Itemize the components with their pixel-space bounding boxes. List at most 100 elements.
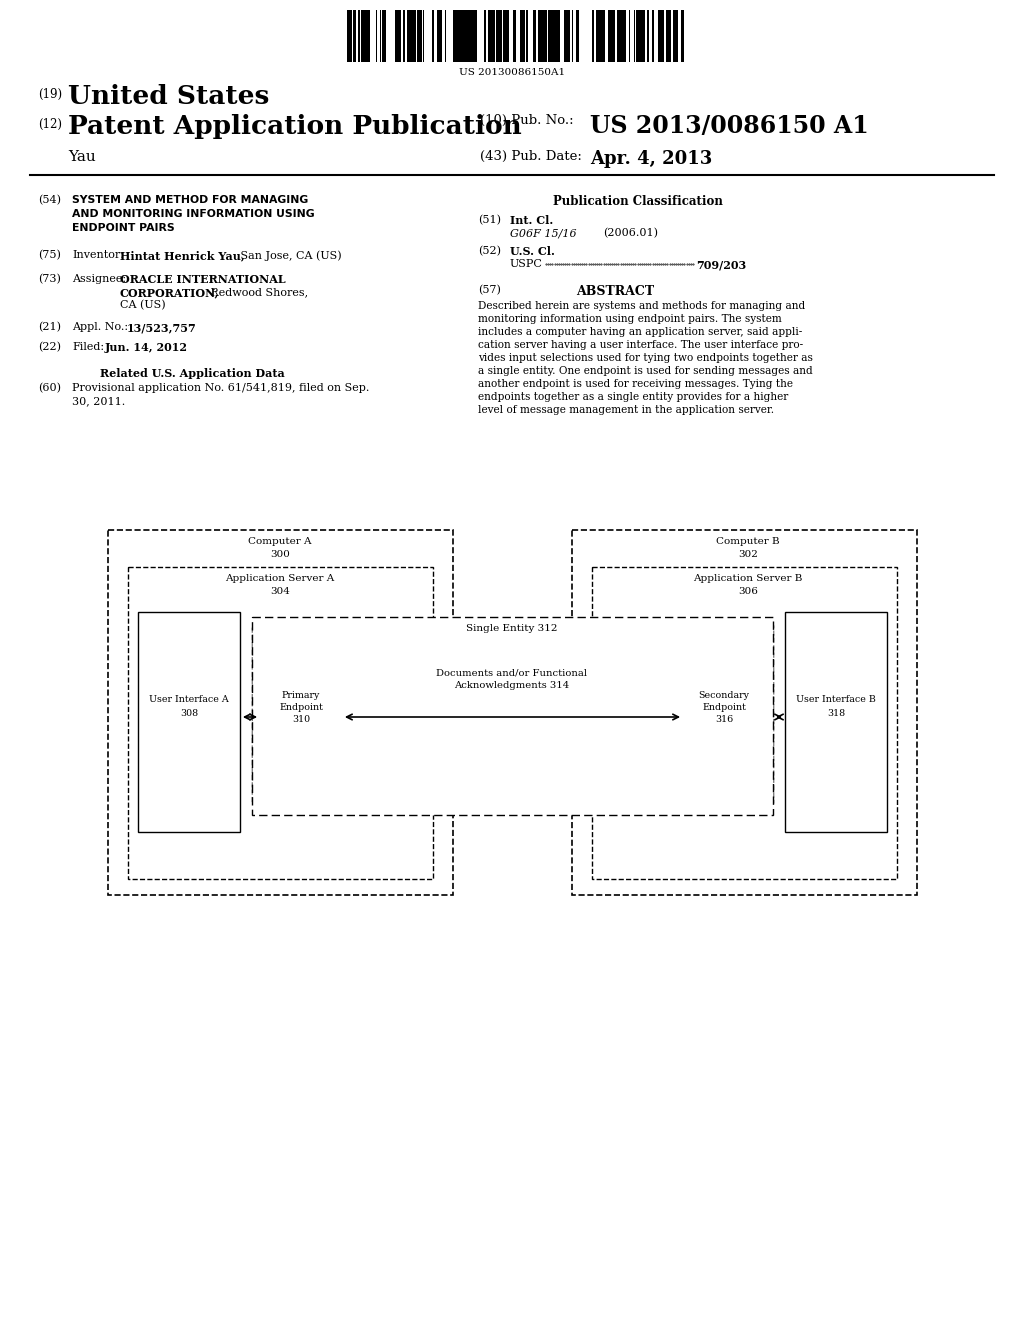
Text: another endpoint is used for receiving messages. Tying the: another endpoint is used for receiving m… xyxy=(478,379,793,389)
Bar xyxy=(534,11,536,62)
Bar xyxy=(453,11,456,62)
Text: SYSTEM AND METHOD FOR MANAGING: SYSTEM AND METHOD FOR MANAGING xyxy=(72,195,308,205)
Bar xyxy=(464,11,467,62)
Text: 709/203: 709/203 xyxy=(696,259,746,271)
Text: CA (US): CA (US) xyxy=(120,300,166,310)
Text: cation server having a user interface. The user interface pro-: cation server having a user interface. T… xyxy=(478,341,803,350)
Text: ORACLE INTERNATIONAL: ORACLE INTERNATIONAL xyxy=(120,275,286,285)
Text: Hintat Henrick Yau,: Hintat Henrick Yau, xyxy=(120,249,245,261)
Text: ENDPOINT PAIRS: ENDPOINT PAIRS xyxy=(72,223,175,234)
Bar xyxy=(439,11,442,62)
Text: Yau: Yau xyxy=(68,150,96,164)
Bar xyxy=(572,531,918,895)
Text: (2006.01): (2006.01) xyxy=(603,228,658,239)
Text: (52): (52) xyxy=(478,246,501,256)
Bar xyxy=(361,11,362,62)
Text: (43) Pub. Date:: (43) Pub. Date: xyxy=(480,150,582,162)
Bar xyxy=(681,11,684,62)
Text: (21): (21) xyxy=(38,322,61,333)
Bar xyxy=(252,616,773,814)
Bar xyxy=(364,11,367,62)
Bar xyxy=(603,11,605,62)
Text: Endpoint: Endpoint xyxy=(280,704,323,713)
Bar xyxy=(647,11,649,62)
Bar xyxy=(612,11,615,62)
Bar xyxy=(382,11,384,62)
Text: a single entity. One endpoint is used for sending messages and: a single entity. One endpoint is used fo… xyxy=(478,366,813,376)
Bar xyxy=(592,11,594,62)
Bar xyxy=(410,11,413,62)
Text: Endpoint: Endpoint xyxy=(702,704,745,713)
Text: (12): (12) xyxy=(38,117,62,131)
Bar xyxy=(461,11,464,62)
Text: Inventor:: Inventor: xyxy=(72,249,124,260)
Text: Single Entity 312: Single Entity 312 xyxy=(466,624,558,634)
Bar xyxy=(128,568,433,879)
Text: 30, 2011.: 30, 2011. xyxy=(72,396,125,407)
Bar xyxy=(622,11,625,62)
Bar xyxy=(503,11,505,62)
Text: CORPORATION,: CORPORATION, xyxy=(120,286,219,298)
Bar xyxy=(459,11,461,62)
Bar xyxy=(499,11,502,62)
Text: US 2013/0086150 A1: US 2013/0086150 A1 xyxy=(590,114,868,139)
Bar xyxy=(618,11,621,62)
Text: Provisional application No. 61/541,819, filed on Sep.: Provisional application No. 61/541,819, … xyxy=(72,383,370,393)
Text: 302: 302 xyxy=(738,550,758,558)
Text: User Interface B: User Interface B xyxy=(796,696,876,705)
Bar xyxy=(492,11,495,62)
Text: vides input selections used for tying two endpoints together as: vides input selections used for tying tw… xyxy=(478,352,813,363)
Text: Described herein are systems and methods for managing and: Described herein are systems and methods… xyxy=(478,301,805,312)
Text: 310: 310 xyxy=(292,715,310,725)
Bar xyxy=(599,11,601,62)
Bar xyxy=(785,612,887,832)
Text: Acknowledgments 314: Acknowledgments 314 xyxy=(455,681,569,690)
Text: (73): (73) xyxy=(38,275,60,284)
Text: (54): (54) xyxy=(38,195,61,206)
Bar xyxy=(395,11,397,62)
Bar xyxy=(488,11,490,62)
Text: Redwood Shores,: Redwood Shores, xyxy=(207,286,308,297)
Bar xyxy=(568,11,570,62)
Bar xyxy=(367,11,370,62)
Bar xyxy=(676,11,678,62)
Bar xyxy=(575,11,579,62)
Text: US 20130086150A1: US 20130086150A1 xyxy=(459,69,565,77)
Bar xyxy=(260,634,342,795)
Bar xyxy=(413,11,415,62)
Text: Assignee:: Assignee: xyxy=(72,275,126,284)
Text: ABSTRACT: ABSTRACT xyxy=(575,285,654,298)
Bar xyxy=(565,11,568,62)
Text: Primary: Primary xyxy=(282,692,321,701)
Bar xyxy=(108,531,453,895)
Text: United States: United States xyxy=(68,84,269,110)
Text: Publication Classification: Publication Classification xyxy=(553,195,723,209)
Bar xyxy=(419,11,422,62)
Bar xyxy=(638,11,641,62)
Text: endpoints together as a single entity provides for a higher: endpoints together as a single entity pr… xyxy=(478,392,788,403)
Text: (60): (60) xyxy=(38,383,61,393)
Bar xyxy=(548,11,551,62)
Bar xyxy=(609,11,612,62)
Text: monitoring information using endpoint pairs. The system: monitoring information using endpoint pa… xyxy=(478,314,781,323)
Bar xyxy=(553,11,556,62)
Text: AND MONITORING INFORMATION USING: AND MONITORING INFORMATION USING xyxy=(72,209,314,219)
Text: (57): (57) xyxy=(478,285,501,296)
Bar xyxy=(556,11,559,62)
Text: G06F 15/16: G06F 15/16 xyxy=(510,228,577,238)
Bar xyxy=(349,11,352,62)
Text: 316: 316 xyxy=(715,715,733,725)
Text: User Interface A: User Interface A xyxy=(150,696,229,705)
Bar xyxy=(347,11,349,62)
Bar xyxy=(138,612,240,832)
Bar xyxy=(484,11,486,62)
Text: Related U.S. Application Data: Related U.S. Application Data xyxy=(100,368,285,379)
Bar xyxy=(544,11,547,62)
Bar xyxy=(496,11,499,62)
Text: (51): (51) xyxy=(478,215,501,226)
Text: San Jose, CA (US): San Jose, CA (US) xyxy=(237,249,342,260)
Text: Documents and/or Functional: Documents and/or Functional xyxy=(436,668,588,677)
Bar xyxy=(526,11,528,62)
Bar xyxy=(513,11,516,62)
Bar xyxy=(597,11,599,62)
